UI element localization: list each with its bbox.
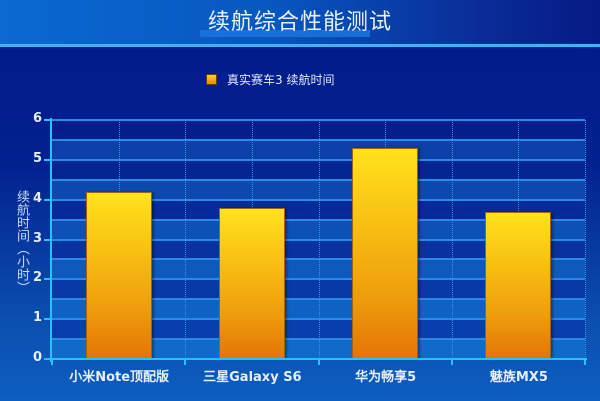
y-tick-mark bbox=[44, 119, 52, 121]
y-tick-label: 4 bbox=[32, 190, 42, 206]
x-tick-mark bbox=[584, 358, 586, 365]
bar-0 bbox=[85, 191, 152, 359]
plot-area bbox=[52, 119, 586, 360]
gridline-vertical bbox=[318, 120, 320, 359]
legend: 真实赛车3 续航时间 bbox=[206, 70, 334, 88]
bar-3 bbox=[485, 211, 552, 359]
title-underline bbox=[200, 30, 370, 37]
y-tick-mark bbox=[44, 358, 52, 360]
x-tick-mark bbox=[317, 358, 320, 365]
gridline-vertical bbox=[451, 120, 453, 359]
y-axis-title: 续航时间（小时） bbox=[14, 190, 29, 294]
x-tick-label: 三星Galaxy S6 bbox=[203, 370, 302, 385]
y-tick-label: 0 bbox=[32, 350, 42, 365]
header-divider bbox=[0, 44, 600, 47]
bar-1 bbox=[218, 207, 285, 359]
legend-swatch-icon bbox=[206, 73, 217, 85]
y-tick-mark bbox=[44, 278, 52, 281]
y-tick-mark bbox=[44, 198, 52, 201]
x-tick-mark bbox=[450, 358, 453, 365]
y-tick-mark bbox=[44, 318, 52, 321]
y-tick-mark bbox=[44, 158, 52, 161]
y-tick-label: 2 bbox=[32, 270, 42, 286]
y-tick-label: 5 bbox=[32, 150, 42, 166]
chart-title: 续航综合性能测试 bbox=[207, 10, 392, 35]
x-tick-label: 华为畅享5 bbox=[355, 370, 417, 385]
y-tick-label: 3 bbox=[32, 230, 42, 246]
bar-2 bbox=[352, 147, 419, 359]
legend-label: 真实赛车3 续航时间 bbox=[227, 72, 335, 87]
y-tick-mark bbox=[44, 238, 52, 241]
x-tick-label: 魅族MX5 bbox=[489, 370, 548, 385]
gridline-vertical bbox=[185, 120, 187, 359]
y-tick-label: 6 bbox=[32, 111, 42, 126]
y-tick-label: 1 bbox=[32, 310, 42, 326]
x-tick-label: 小米Note顶配版 bbox=[69, 370, 170, 385]
x-tick-mark bbox=[51, 358, 53, 365]
gridline-vertical bbox=[585, 120, 586, 359]
x-tick-mark bbox=[184, 358, 187, 365]
